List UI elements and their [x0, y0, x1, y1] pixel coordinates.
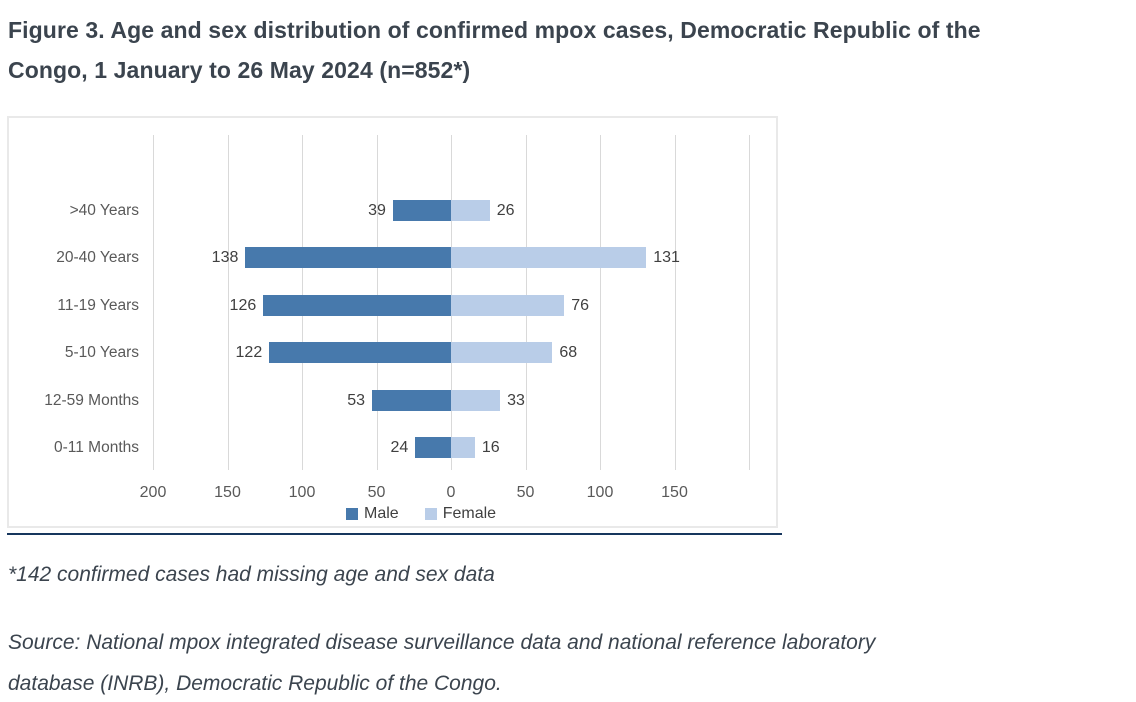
x-axis-tick-label: 50	[516, 484, 535, 501]
female-bar	[451, 199, 490, 221]
x-gridline	[674, 135, 676, 470]
x-axis-tick-label: 100	[586, 484, 614, 501]
male-bar	[415, 437, 451, 458]
female-bar	[451, 294, 565, 316]
x-gridline	[153, 135, 154, 470]
x-axis-tick-label: 150	[214, 484, 241, 501]
male-value-label: 39	[368, 201, 386, 219]
female-bar	[451, 437, 475, 458]
category-label: 0-11 Months	[53, 439, 139, 456]
x-axis-tick-label: 200	[139, 484, 167, 501]
male-value-label: 126	[229, 296, 257, 314]
chart-legend: Male Female	[346, 505, 496, 523]
source-note: Source: National mpox integrated disease…	[8, 622, 1132, 702]
female-value-label: 26	[496, 201, 515, 219]
female-value-label: 33	[507, 391, 525, 409]
x-axis-tick-label: 0	[446, 484, 456, 501]
age-sex-pyramid-chart: 200 150 100 50 0 50 100 150 >40 Years 39 26 20-40 Y…	[7, 116, 778, 528]
source-line1: Source: National mpox integrated disease…	[8, 631, 876, 654]
footnote-missing-data: *142 confirmed cases had missing age and…	[8, 563, 495, 586]
legend-label-male: Male	[364, 505, 399, 522]
male-bar	[263, 294, 451, 316]
male-bar	[392, 199, 451, 221]
female-value-label: 68	[559, 344, 578, 361]
female-value-label: 76	[571, 296, 590, 314]
male-value-label: 24	[390, 439, 409, 456]
category-label: 12-59 Months	[44, 391, 139, 409]
male-bar	[372, 389, 451, 411]
male-bar	[245, 247, 451, 268]
category-label: >40 Years	[69, 201, 139, 219]
x-axis-tick-label: 100	[288, 484, 316, 501]
figure-title: Figure 3. Age and sex distribution of co…	[8, 10, 1132, 90]
male-value-label: 53	[347, 391, 366, 409]
plot-area: 200 150 100 50 0 50 100 150 >40 Years 39 26 20-40 Y…	[9, 118, 776, 526]
female-bar	[451, 247, 647, 268]
category-label: 5-10 Years	[64, 344, 139, 361]
x-axis-tick-label: 50	[367, 484, 386, 501]
divider-line	[7, 533, 782, 535]
figure-title-line2: Congo, 1 January to 26 May 2024 (n=852*)	[8, 57, 471, 83]
x-gridline	[749, 135, 750, 470]
female-value-label: 131	[653, 249, 680, 266]
category-label: 11-19 Years	[57, 296, 139, 314]
female-bar	[451, 342, 553, 363]
x-gridline	[600, 135, 601, 470]
female-value-label: 16	[481, 439, 500, 456]
female-bar	[451, 389, 501, 411]
male-value-label: 138	[211, 249, 239, 266]
legend-item-male: Male	[346, 505, 399, 523]
male-value-label: 122	[235, 344, 263, 361]
male-bar	[269, 342, 451, 363]
legend-item-female: Female	[424, 505, 497, 523]
source-line2: database (INRB), Democratic Republic of …	[8, 672, 502, 695]
figure-title-line1: Figure 3. Age and sex distribution of co…	[8, 17, 981, 43]
female-swatch-icon	[424, 508, 437, 520]
x-gridline	[227, 135, 229, 470]
legend-label-female: Female	[442, 505, 497, 522]
category-label: 20-40 Years	[56, 249, 139, 266]
x-axis-tick-label: 150	[661, 484, 688, 501]
male-swatch-icon	[346, 508, 358, 520]
